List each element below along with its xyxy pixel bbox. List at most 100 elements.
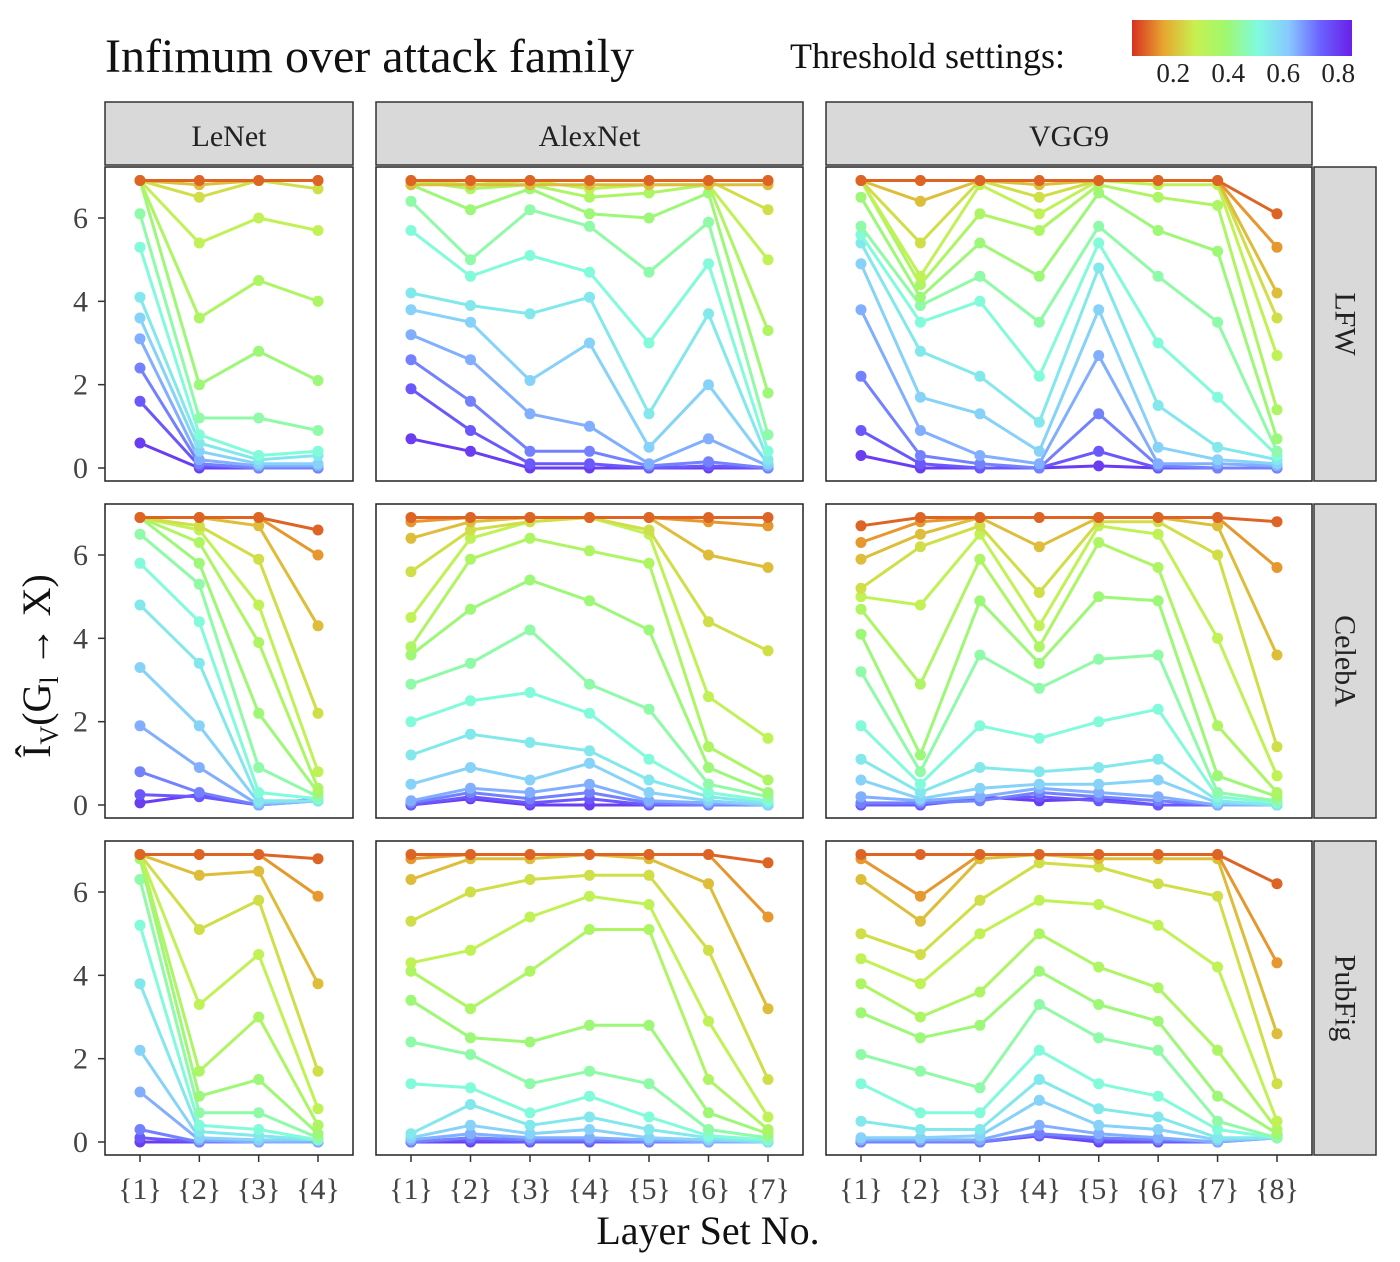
data-point bbox=[855, 1115, 867, 1127]
series-line bbox=[859, 707, 1278, 805]
data-point bbox=[762, 1111, 774, 1123]
row-strip-label: CelebA bbox=[1329, 615, 1362, 707]
data-point bbox=[584, 757, 595, 769]
colorbar-tick-label: 0.4 bbox=[1211, 58, 1245, 88]
series-line bbox=[138, 246, 319, 457]
data-point bbox=[524, 1107, 536, 1119]
data-point bbox=[405, 795, 417, 807]
data-point bbox=[914, 450, 926, 461]
series-line bbox=[861, 1123, 1278, 1144]
data-point bbox=[524, 1036, 536, 1048]
data-point bbox=[1033, 208, 1045, 220]
data-point bbox=[312, 978, 324, 990]
data-point bbox=[1212, 520, 1224, 532]
data-point bbox=[1152, 512, 1164, 523]
data-point bbox=[1152, 458, 1164, 470]
data-point bbox=[643, 795, 655, 807]
data-point bbox=[762, 175, 774, 186]
data-point bbox=[465, 695, 476, 707]
data-point bbox=[643, 458, 655, 470]
data-point bbox=[855, 874, 867, 885]
series-line bbox=[860, 516, 1278, 528]
data-point bbox=[643, 1111, 655, 1123]
data-point bbox=[405, 678, 417, 690]
data-point bbox=[405, 225, 417, 236]
data-point bbox=[253, 865, 265, 877]
data-point bbox=[405, 612, 417, 623]
data-point bbox=[855, 753, 867, 765]
data-point bbox=[465, 445, 476, 457]
data-point bbox=[1271, 404, 1283, 416]
data-point bbox=[312, 183, 324, 195]
data-point bbox=[974, 237, 986, 249]
data-point bbox=[974, 849, 986, 860]
data-point bbox=[465, 728, 476, 740]
data-point bbox=[855, 450, 867, 461]
series-line bbox=[139, 1090, 318, 1144]
data-point bbox=[584, 1124, 595, 1135]
data-point bbox=[1093, 1103, 1105, 1115]
data-point bbox=[1033, 766, 1045, 778]
series-line bbox=[138, 603, 318, 803]
facet-panels bbox=[104, 166, 1313, 1156]
data-point bbox=[524, 787, 536, 798]
data-point bbox=[762, 645, 774, 657]
data-point bbox=[762, 1003, 774, 1015]
y-axis-label-open: (G bbox=[14, 684, 59, 726]
series-line bbox=[138, 317, 318, 466]
data-point bbox=[703, 762, 714, 773]
data-point bbox=[405, 1036, 417, 1048]
data-point bbox=[1271, 562, 1283, 573]
row-strip bbox=[1313, 166, 1377, 482]
data-point bbox=[193, 312, 205, 324]
data-point bbox=[465, 1099, 476, 1110]
column-strip-label: LeNet bbox=[192, 120, 268, 153]
data-point bbox=[253, 1074, 265, 1085]
data-point bbox=[193, 512, 205, 523]
data-point bbox=[762, 520, 774, 532]
x-tick-label: {4} bbox=[1017, 1173, 1061, 1206]
data-point bbox=[524, 911, 536, 923]
data-point bbox=[974, 928, 986, 940]
y-axes: 0 2 4 6 0 2 4 6 0 2 4 6 bbox=[73, 202, 105, 1159]
data-point bbox=[405, 994, 417, 1006]
data-point bbox=[974, 1019, 986, 1031]
data-point bbox=[855, 666, 867, 678]
data-point bbox=[855, 425, 867, 436]
y-tick-label: 4 bbox=[73, 622, 88, 655]
data-point bbox=[855, 1049, 867, 1060]
data-point bbox=[405, 1078, 417, 1090]
data-point bbox=[1271, 770, 1283, 782]
data-point bbox=[1212, 391, 1224, 403]
data-point bbox=[405, 874, 417, 885]
data-point bbox=[465, 524, 476, 536]
series-line bbox=[860, 516, 1279, 656]
data-point bbox=[974, 1082, 986, 1094]
column-strip bbox=[825, 101, 1313, 166]
data-point bbox=[465, 657, 476, 669]
data-point bbox=[1093, 445, 1105, 457]
series-line bbox=[860, 520, 1279, 748]
data-point bbox=[193, 1090, 205, 1102]
data-point bbox=[1152, 1124, 1164, 1135]
series-line bbox=[859, 179, 1279, 411]
data-point bbox=[134, 874, 146, 885]
series-line bbox=[138, 296, 319, 462]
y-tick-label: 0 bbox=[73, 1126, 88, 1159]
data-point bbox=[193, 657, 205, 669]
data-point bbox=[1093, 961, 1105, 973]
data-point bbox=[974, 458, 986, 470]
data-point bbox=[1033, 857, 1045, 869]
row-strip-label: LFW bbox=[1329, 292, 1362, 356]
data-point bbox=[1212, 1044, 1224, 1056]
data-point bbox=[643, 187, 655, 199]
data-point bbox=[703, 1107, 714, 1119]
data-point bbox=[974, 762, 986, 773]
data-point bbox=[524, 532, 536, 544]
data-point bbox=[914, 787, 926, 798]
data-point bbox=[134, 362, 146, 374]
x-tick-label: {8} bbox=[1255, 1173, 1299, 1206]
data-point bbox=[405, 354, 417, 366]
series-line bbox=[138, 1049, 318, 1142]
data-point bbox=[1033, 512, 1045, 523]
